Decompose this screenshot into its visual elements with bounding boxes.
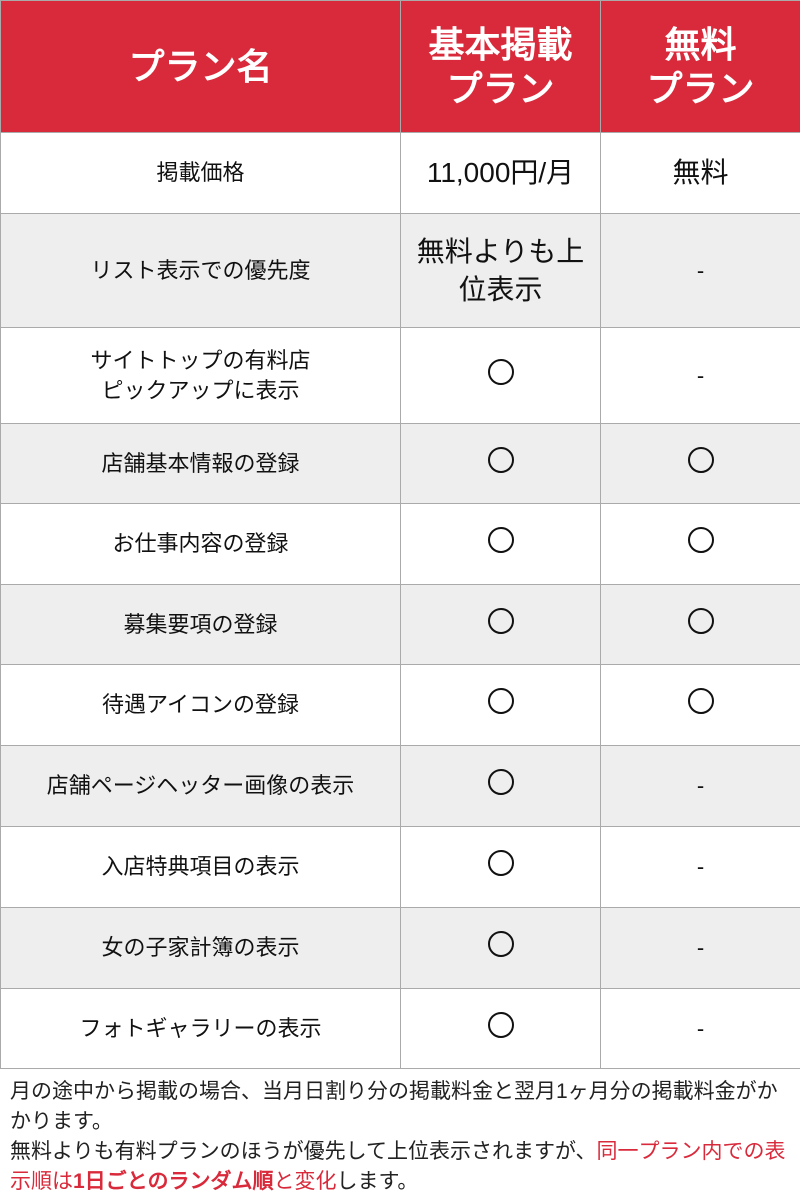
basic-value xyxy=(400,503,601,585)
basic-value xyxy=(400,423,601,504)
free-value: - xyxy=(600,988,800,1069)
row-label: 入店特典項目の表示 xyxy=(0,826,401,908)
free-value: - xyxy=(600,327,800,424)
table-row: お仕事内容の登録 xyxy=(0,503,800,585)
plan-comparison-table: プラン名 基本掲載 プラン 無料 プラン 掲載価格 11,000円/月 無料 リスト… xyxy=(0,0,800,1069)
header-basic-plan: 基本掲載 プラン xyxy=(400,0,601,133)
note-billing: 月の途中から掲載の場合、当月日割り分の掲載料金と翌月1ヶ月分の掲載料金がかかりま… xyxy=(10,1080,778,1133)
row-label: 待遇アイコンの登録 xyxy=(0,664,401,746)
free-value: - xyxy=(600,907,800,989)
table-row: リスト表示での優先度 無料よりも上 位表示 - xyxy=(0,213,800,328)
table-row: フォトギャラリーの表示 - xyxy=(0,988,800,1069)
row-label: 掲載価格 xyxy=(0,132,401,214)
circle-icon xyxy=(687,607,714,634)
basic-value xyxy=(400,584,601,665)
basic-value xyxy=(400,664,601,746)
row-label: 募集要項の登録 xyxy=(0,584,401,665)
basic-value: 11,000円/月 xyxy=(400,132,601,214)
free-value xyxy=(600,503,800,585)
basic-value xyxy=(400,745,601,827)
circle-icon xyxy=(487,688,514,714)
circle-icon xyxy=(487,527,514,553)
header-basic-line2: プラン xyxy=(446,67,555,109)
free-value: - xyxy=(600,826,800,908)
row-label: 女の子家計簿の表示 xyxy=(0,907,401,989)
circle-icon xyxy=(487,931,514,957)
header-basic-line1: 基本掲載 xyxy=(428,23,573,65)
notes: 月の途中から掲載の場合、当月日割り分の掲載料金と翌月1ヶ月分の掲載料金がかかりま… xyxy=(0,1069,800,1197)
basic-value-line2: 位表示 xyxy=(458,273,543,305)
note-ranking-text: 無料よりも有料プランのほうが優先して上位表示されますが、 xyxy=(10,1140,597,1163)
header-free-plan: 無料 プラン xyxy=(600,0,800,133)
circle-icon xyxy=(687,527,714,553)
circle-icon xyxy=(487,607,514,634)
circle-icon xyxy=(487,769,514,795)
note-ranking-red-bold: 1日ごとのランダム順 xyxy=(73,1170,274,1193)
row-label: お仕事内容の登録 xyxy=(0,503,401,585)
table-row: 待遇アイコンの登録 xyxy=(0,664,800,746)
table-row: 店舗基本情報の登録 xyxy=(0,423,800,504)
circle-icon xyxy=(487,1011,514,1038)
basic-value: 無料よりも上 位表示 xyxy=(400,213,601,328)
row-label: 店舗ページヘッター画像の表示 xyxy=(0,745,401,827)
header-free-line2: プラン xyxy=(646,67,755,109)
table-row: サイトトップの有料店 ピックアップに表示 - xyxy=(0,327,800,424)
free-value xyxy=(600,423,800,504)
basic-value xyxy=(400,988,601,1069)
circle-icon xyxy=(487,850,514,876)
basic-value-line1: 無料よりも上 xyxy=(416,235,585,267)
circle-icon xyxy=(687,688,714,714)
table-row: 店舗ページヘッター画像の表示 - xyxy=(0,745,800,827)
circle-icon xyxy=(487,358,514,385)
note-ranking-end: します。 xyxy=(336,1170,419,1193)
row-label-line2: ピックアップに表示 xyxy=(101,377,300,403)
table-row: 入店特典項目の表示 - xyxy=(0,826,800,908)
header-plan-name: プラン名 xyxy=(0,0,401,133)
row-label: 店舗基本情報の登録 xyxy=(0,423,401,504)
note-ranking: 無料よりも有料プランのほうが優先して上位表示されますが、同一プラン内での表示順は… xyxy=(10,1137,790,1197)
basic-value xyxy=(400,907,601,989)
circle-icon xyxy=(687,446,714,473)
note-ranking-red: 同一プラン内での表示順は xyxy=(10,1140,786,1193)
table-row: 女の子家計簿の表示 - xyxy=(0,907,800,989)
row-label: サイトトップの有料店 ピックアップに表示 xyxy=(0,327,401,424)
table-row: 募集要項の登録 xyxy=(0,584,800,665)
circle-icon xyxy=(487,446,514,473)
row-label: リスト表示での優先度 xyxy=(0,213,401,328)
free-value: - xyxy=(600,745,800,827)
header-row: プラン名 基本掲載 プラン 無料 プラン xyxy=(0,0,800,133)
free-value: 無料 xyxy=(600,132,800,214)
table-row: 掲載価格 11,000円/月 無料 xyxy=(0,132,800,214)
note-ranking-red2: と変化 xyxy=(273,1170,337,1193)
free-value xyxy=(600,584,800,665)
row-label-line1: サイトトップの有料店 xyxy=(90,347,311,373)
header-free-line1: 無料 xyxy=(664,23,737,65)
row-label: フォトギャラリーの表示 xyxy=(0,988,401,1069)
basic-value xyxy=(400,826,601,908)
basic-value xyxy=(400,327,601,424)
free-value xyxy=(600,664,800,746)
free-value: - xyxy=(600,213,800,328)
